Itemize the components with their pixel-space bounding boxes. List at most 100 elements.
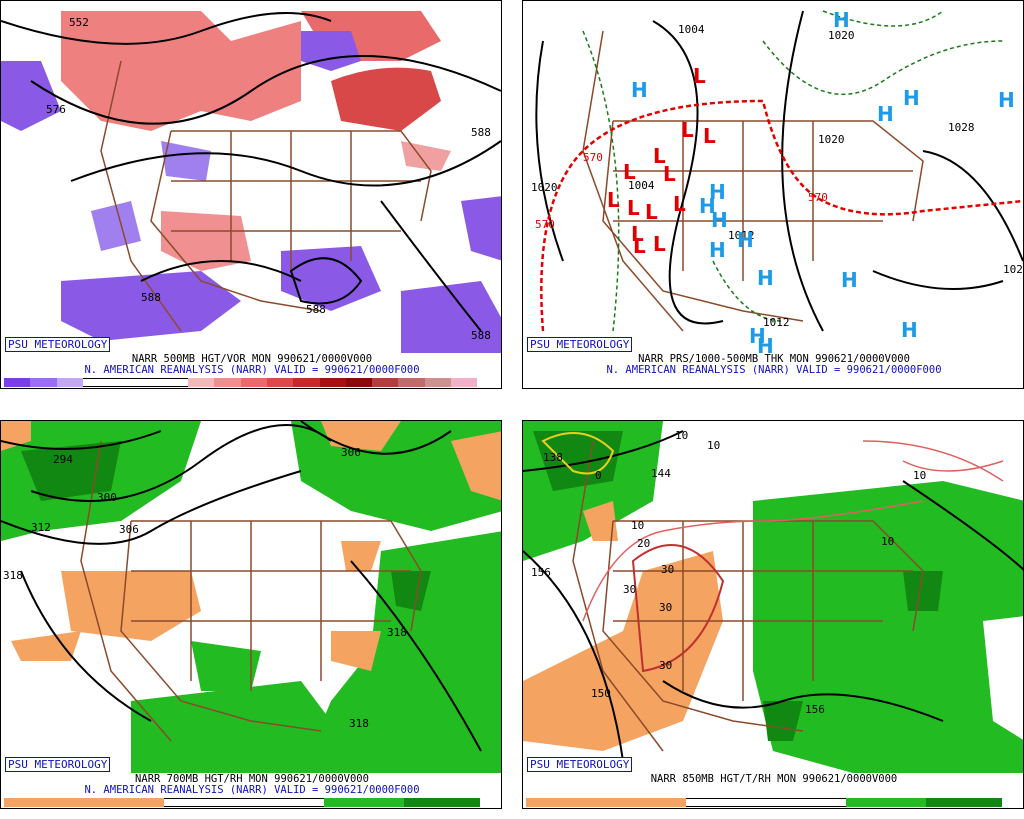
high-center: H [749, 324, 766, 348]
contour-label: 318 [3, 569, 23, 582]
colorbar-segment [56, 378, 83, 387]
rh-colorbar-neutral [164, 798, 244, 807]
colorbar-segment [293, 378, 320, 387]
map-valid-line: N. AMERICAN REANALYSIS (NARR) VALID = 99… [606, 364, 942, 376]
colorbar-segment [30, 378, 57, 387]
low-center: L [645, 200, 658, 224]
map-title-line: NARR 700MB HGT/RH MON 990621/0000V000 [135, 773, 369, 785]
rh-colorbar-neutral [766, 798, 846, 807]
map-850mb: 138 144 150 156 156 0 10 10 10 10 10 20 … [523, 421, 1023, 773]
low-center: L [653, 232, 666, 256]
thickness-label: 570 [583, 151, 603, 164]
psu-meteorology-badge: PSU METEOROLOGY [527, 337, 633, 352]
map-title-line: NARR 500MB HGT/VOR MON 990621/0000V000 [131, 353, 373, 365]
high-center: H [903, 86, 920, 110]
contour-label: 1020 [828, 29, 855, 42]
thickness-label: 570 [535, 218, 555, 231]
low-center: L [673, 192, 686, 216]
dry-region [523, 551, 723, 751]
low-center: L [681, 118, 694, 142]
contour-label: 318 [387, 626, 407, 639]
contour-label: 144 [651, 467, 671, 480]
high-center: H [699, 194, 716, 218]
panel-850mb-temp-rh: 138 144 150 156 156 0 10 10 10 10 10 20 … [522, 420, 1024, 809]
vorticity-min-region [461, 196, 501, 261]
contour-label: 552 [69, 16, 89, 29]
high-center: H [757, 266, 774, 290]
dry-region [451, 431, 501, 501]
neutral-region [983, 616, 1023, 740]
isotherm-label: 10 [675, 429, 688, 442]
isotherm-label: 10 [913, 469, 926, 482]
rh-colorbar-dry [526, 798, 606, 807]
moist-region [301, 531, 501, 773]
panel-500mb-vorticity: 552 576 588 588 588 588 PSU METEOROLOGY … [0, 0, 502, 389]
panel-pressure-thickness: 1004 1020 1020 1028 1004 1012 1012 1020 … [522, 0, 1024, 389]
low-center: L [693, 64, 706, 88]
high-center: H [877, 102, 894, 126]
contour-label: 312 [31, 521, 51, 534]
contour-label: 1004 [628, 179, 655, 192]
colorbar-segment [451, 378, 478, 387]
isotherm-label: 10 [881, 535, 894, 548]
high-pressure-centers: H H H H H H H H H H H H H H H [631, 8, 1015, 353]
contour-label: 588 [306, 303, 326, 316]
colorbar-segment [109, 378, 136, 387]
vorticity-max-region [61, 11, 301, 131]
map-500mb-svg: 552 576 588 588 588 588 [1, 1, 501, 353]
moist-region [131, 681, 331, 773]
map-title-line: NARR PRS/1000-500MB THK MON 990621/0000V… [638, 353, 910, 365]
rh-colorbar-dry [606, 798, 686, 807]
high-center: H [757, 334, 774, 353]
moist-region [753, 481, 1023, 773]
isotherm-label: 30 [623, 583, 636, 596]
low-pressure-centers: L L L L L L L L L L L L L [607, 64, 716, 258]
low-center: L [631, 222, 644, 246]
contour-label: 300 [97, 491, 117, 504]
colorbar-segment [188, 378, 215, 387]
political-borders [100, 60, 432, 332]
high-center: H [631, 78, 648, 102]
temperature-isotherms [582, 440, 1004, 673]
colorbar-segment [214, 378, 241, 387]
colorbar-segment [345, 378, 373, 387]
dry-region [331, 631, 381, 671]
isotherm-label: 10 [631, 519, 644, 532]
colorbar-segment [424, 378, 452, 387]
isotherm-label: 10 [707, 439, 720, 452]
contour-label: 1020 [818, 133, 845, 146]
dry-region [341, 541, 381, 571]
contour-label: 588 [471, 329, 491, 342]
map-valid-line: N. AMERICAN REANALYSIS (NARR) VALID = 99… [84, 784, 420, 796]
political-borders [582, 30, 924, 332]
very-moist-region [533, 431, 623, 491]
rh-colorbar-neutral [244, 798, 324, 807]
very-moist-region [903, 571, 943, 611]
rh-colorbar-dry [4, 798, 84, 807]
very-moist-region [21, 441, 121, 501]
high-center: H [709, 180, 726, 204]
panel-700mb-rh: 294 300 306 312 318 306 318 318 PSU METE… [0, 420, 502, 809]
contour-label: 150 [591, 687, 611, 700]
height-contours [1, 421, 482, 752]
temperature-zero-line [541, 432, 615, 475]
isotherm-label: 0 [595, 469, 602, 482]
contour-label: 588 [471, 126, 491, 139]
colorbar-segment [372, 378, 399, 387]
low-center: L [663, 162, 676, 186]
contour-label: 1012 [728, 229, 755, 242]
high-center: H [841, 268, 858, 292]
low-center: L [703, 124, 716, 148]
map-700mb-svg: 294 300 306 312 318 306 318 318 [1, 421, 501, 773]
dashed-isolines [582, 10, 1004, 332]
vorticity-min-region [401, 281, 501, 353]
dry-region [583, 501, 618, 541]
map-pressure-svg: 1004 1020 1020 1028 1004 1012 1012 1020 … [523, 1, 1023, 353]
psu-meteorology-badge: PSU METEOROLOGY [5, 337, 111, 352]
contour-label: 588 [141, 291, 161, 304]
very-moist-region [763, 701, 803, 741]
map-pressure: 1004 1020 1020 1028 1004 1012 1012 1020 … [523, 1, 1023, 353]
high-center: H [711, 208, 728, 232]
contour-label: 1004 [678, 23, 705, 36]
contour-label: 576 [46, 103, 66, 116]
